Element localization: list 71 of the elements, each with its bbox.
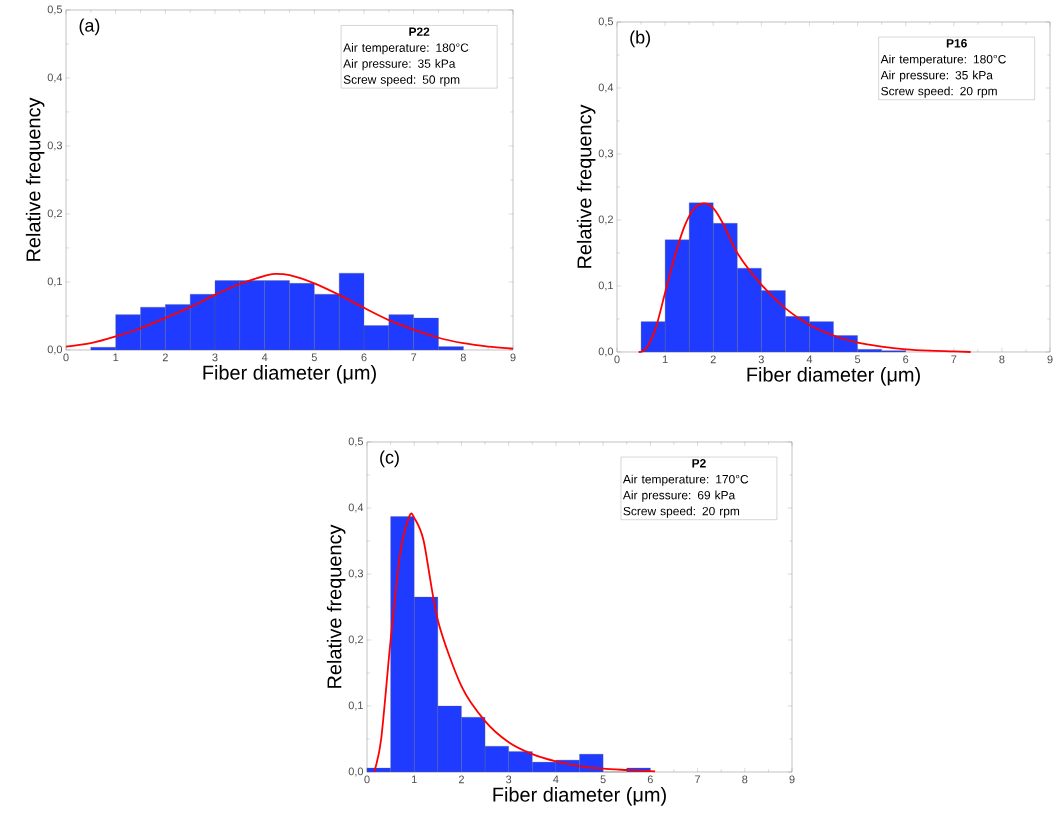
y-tick-label: 0,3 bbox=[598, 149, 614, 159]
y-tick-label: 0,0 bbox=[348, 767, 364, 777]
x-tick-label: 7 bbox=[951, 355, 957, 364]
x-tick-label: 0 bbox=[614, 355, 620, 364]
line-series bbox=[637, 202, 972, 353]
x-tick-label: 1 bbox=[412, 775, 417, 784]
y-tick-label: 0,2 bbox=[598, 215, 613, 225]
y-tick-label: 0,2 bbox=[47, 209, 62, 219]
annotation: Air pressure: 35 kPa bbox=[343, 59, 456, 71]
y-tick-label: 0,1 bbox=[47, 277, 62, 287]
x-tick-label: 3 bbox=[212, 353, 218, 362]
y-tick-label: 0,0 bbox=[598, 347, 614, 357]
x-tick-label: 3 bbox=[758, 355, 764, 364]
y-tick-label: 0,3 bbox=[47, 141, 62, 151]
annotation: P22 bbox=[409, 27, 430, 36]
y-axis-title: Relative frequency bbox=[576, 104, 596, 268]
x-tick-label: 2 bbox=[162, 353, 168, 362]
x-tick-label: 0 bbox=[364, 775, 370, 784]
annotation: P16 bbox=[946, 39, 967, 48]
annotation: Air temperature: 180°C bbox=[880, 54, 1006, 66]
annotation: Air temperature: 180°C bbox=[343, 43, 469, 55]
x-axis-title: Fiber diameter (μm) bbox=[493, 787, 666, 806]
y-tick-label: 0,5 bbox=[598, 17, 614, 27]
x-tick-label: 9 bbox=[1047, 355, 1053, 364]
annotation: (c) bbox=[380, 450, 399, 468]
x-axis-title: Fiber diameter (μm) bbox=[747, 367, 920, 386]
y-axis-title: Relative frequency bbox=[25, 97, 45, 261]
y-tick-label: 0,3 bbox=[348, 569, 364, 579]
x-tick-label: 7 bbox=[411, 353, 417, 362]
y-tick-label: 0,0 bbox=[47, 345, 63, 355]
x-tick-label: 2 bbox=[458, 775, 464, 784]
y-tick-label: 0,1 bbox=[598, 281, 613, 291]
x-tick-label: 5 bbox=[854, 355, 861, 364]
x-tick-label: 5 bbox=[311, 353, 317, 362]
x-tick-label: 2 bbox=[710, 355, 716, 364]
annotation: P2 bbox=[692, 459, 706, 468]
annotation: Screw speed: 20 rpm bbox=[623, 506, 740, 518]
y-tick-label: 0,4 bbox=[598, 83, 614, 93]
x-tick-label: 1 bbox=[662, 355, 668, 364]
x-axis-title: Fiber diameter (μm) bbox=[203, 365, 376, 384]
y-tick-label: 0,5 bbox=[348, 437, 364, 447]
y-axis-title: Relative frequency bbox=[326, 524, 346, 688]
annotation: (a) bbox=[79, 18, 100, 36]
x-tick-label: 3 bbox=[506, 775, 512, 784]
x-tick-label: 6 bbox=[361, 353, 367, 362]
annotation: Screw speed: 50 rpm bbox=[343, 75, 460, 87]
x-tick-label: 0 bbox=[63, 353, 69, 362]
x-tick-label: 9 bbox=[510, 353, 516, 362]
x-tick-label: 4 bbox=[261, 353, 268, 362]
x-tick-label: 6 bbox=[647, 775, 653, 784]
x-tick-label: 9 bbox=[789, 775, 795, 784]
x-tick-label: 1 bbox=[113, 353, 119, 362]
x-tick-label: 5 bbox=[600, 775, 606, 784]
annotation: Air pressure: 35 kPa bbox=[880, 70, 993, 82]
annotation: Screw speed: 20 rpm bbox=[881, 86, 997, 98]
y-tick-label: 0,4 bbox=[348, 503, 364, 513]
x-tick-label: 4 bbox=[806, 355, 813, 364]
x-tick-label: 7 bbox=[695, 775, 701, 784]
annotation: Air pressure: 69 kPa bbox=[622, 490, 736, 502]
x-tick-label: 6 bbox=[903, 355, 909, 364]
line-series bbox=[65, 272, 514, 350]
annotation: (b) bbox=[630, 30, 650, 48]
y-tick-label: 0,5 bbox=[47, 5, 63, 15]
x-tick-label: 8 bbox=[460, 353, 466, 362]
x-tick-label: 4 bbox=[553, 775, 559, 784]
y-tick-label: 0,2 bbox=[348, 635, 363, 645]
y-tick-label: 0,4 bbox=[47, 73, 63, 83]
x-tick-label: 8 bbox=[999, 355, 1005, 364]
x-tick-label: 8 bbox=[742, 775, 748, 784]
annotation: Air temperature: 170°C bbox=[622, 474, 749, 486]
y-tick-label: 0,1 bbox=[348, 701, 363, 711]
